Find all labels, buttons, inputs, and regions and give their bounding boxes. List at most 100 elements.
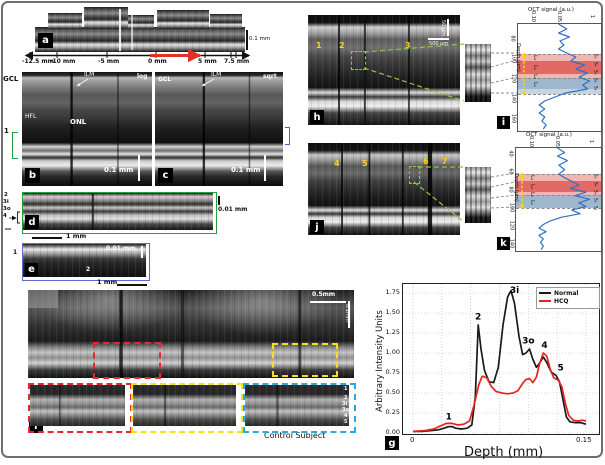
panel-a-oct-strip	[128, 15, 154, 29]
panel-f-blue-inset-control	[243, 383, 356, 433]
panel-f-vscale-label: 0.1mm	[344, 304, 350, 322]
panel-f-yellow-inset	[131, 383, 243, 433]
panel-k-yellow-arrowhead-up	[519, 172, 525, 177]
panel-f-caption: Control Subject	[264, 431, 326, 440]
panel-b-mode-label: log	[137, 73, 148, 80]
panel-c-oct-image	[155, 72, 283, 186]
panel-i-yellow-arrowhead-down	[521, 91, 527, 96]
panel-k-layer-label: L₄	[528, 175, 535, 180]
panel-f-red-roi-box	[93, 342, 161, 379]
panel-c-gcl-label: GCL	[158, 76, 172, 83]
panel-a-oct-montage-base	[35, 27, 245, 52]
panel-k-signal-tick: 1	[588, 139, 595, 144]
panel-i-dash-line	[518, 78, 601, 79]
panel-e-blue-frame	[22, 243, 150, 281]
panel-a-oct-strip	[157, 10, 209, 29]
panel-i-signal-tick: 0.10	[530, 10, 537, 23]
panel-k-band-blue	[516, 195, 601, 208]
panel-c-blue-bracket	[285, 127, 290, 145]
panel-c-scale-bar	[264, 155, 266, 181]
panel-e-tag: e	[25, 263, 38, 276]
legend-label-normal: Normal	[554, 289, 579, 297]
panel-e-hscale-label: 1 mm	[97, 278, 118, 286]
panel-f-hscale-bar	[310, 301, 346, 303]
panel-h-hscale-bar	[428, 38, 449, 40]
panel-i-title: OCT signal (a.u.)	[528, 7, 574, 13]
panel-g-xtick: 0.15	[576, 436, 592, 444]
panel-d-oct-image	[23, 193, 213, 230]
panel-d-layer-label: 4	[3, 213, 7, 219]
panel-g-ytick: 1.50	[385, 307, 400, 316]
panel-i-dash-line	[518, 54, 601, 55]
panel-a-oct-strip	[48, 13, 82, 29]
panel-h-green-roi-box	[351, 51, 366, 70]
svg-text:3i: 3i	[510, 286, 519, 296]
panel-k-depth-tick: 40	[507, 150, 514, 157]
panel-i-dash-line	[518, 94, 601, 95]
panel-g-legend: Normal HCQ	[536, 287, 600, 309]
panel-f-oct-image	[28, 290, 354, 378]
panel-b-scale-bar	[138, 155, 140, 181]
svg-text:3o: 3o	[522, 336, 534, 346]
panel-i-depth-tick: 140	[510, 93, 517, 104]
legend-row-hcq: HCQ	[539, 297, 597, 305]
panel-d-layer-label: 3i	[3, 199, 9, 205]
panel-a-oct-strip	[210, 14, 242, 29]
panel-h-number: 1	[316, 41, 322, 50]
ruler-tick-label: 5 mm	[198, 58, 217, 65]
panel-d-hscale-label: 1 mm	[66, 232, 87, 240]
panel-i-band-blue	[518, 78, 601, 89]
panel-i-depth-tick: 80	[509, 35, 516, 42]
panel-k-depth-tick: 100	[508, 202, 515, 213]
panel-g-ytick: 0.50	[385, 387, 400, 396]
panel-f-red-inset-image	[30, 385, 125, 426]
panel-h-vscale-label: 50 µm	[440, 20, 446, 37]
panel-j-number: 4	[334, 159, 340, 168]
panel-k-signal-tick: 0.05	[554, 135, 561, 148]
panel-f-band-label: 5	[344, 419, 348, 425]
panel-f-band-label: 2	[344, 395, 348, 401]
panel-e-oct-image	[23, 244, 146, 277]
panel-j-number: 6	[423, 157, 429, 166]
svg-text:4: 4	[541, 341, 547, 351]
panel-i-side-label: S₃	[592, 69, 598, 75]
panel-c-mode-label: sqrt	[263, 73, 277, 80]
legend-label-hcq: HCQ	[554, 297, 569, 305]
panel-h-number: 3	[405, 41, 411, 50]
panel-k-plot: L₄ L₃ L₂ L₁ S₅ S₄ S₃ S₂ S₁	[515, 147, 602, 252]
panel-j-tag: j	[310, 220, 324, 234]
panel-j-number: 5	[362, 159, 368, 168]
panel-k-band-red	[516, 181, 601, 192]
panel-g-xlabel: Depth (mm)	[464, 445, 544, 460]
panel-i-depth-tick: 120	[510, 73, 517, 84]
panel-i-side-label: S₅	[592, 53, 598, 59]
panel-f-corner-artifact	[28, 290, 58, 308]
panel-j-number: 7	[442, 157, 448, 166]
panel-k-dash-line	[516, 195, 601, 196]
panel-k-side-label: S₄	[592, 181, 598, 187]
panel-k-dash-line	[516, 208, 601, 209]
legend-swatch-normal	[539, 292, 551, 294]
panel-d-hscale-line	[32, 237, 62, 239]
panel-f-band-label: 4	[344, 413, 348, 419]
panel-k-curve-svg	[519, 148, 591, 251]
panel-i-side-label: S₁	[592, 85, 598, 91]
panel-d-tag: d	[25, 215, 39, 229]
panel-h-tag: h	[310, 110, 324, 124]
panel-k-side-label: S₁	[592, 205, 598, 211]
ruler-tick-label: -10 mm	[50, 58, 76, 65]
legend-swatch-hcq	[539, 300, 551, 302]
panel-f-yellow-roi-box	[272, 343, 338, 377]
panel-b-onl-label: ONL	[70, 118, 87, 126]
panel-d-layer-label: 2	[4, 192, 8, 198]
panel-g-ytick: 0.75	[385, 367, 400, 376]
panel-e-scale-bar	[141, 246, 143, 258]
panel-e-layer-label: 1	[13, 249, 18, 256]
panel-i-depth-tick: 100	[510, 53, 517, 64]
panel-f-yellow-inset-image	[133, 385, 236, 426]
panel-b-hfl-label: HFL	[25, 113, 37, 120]
legend-row-normal: Normal	[539, 289, 597, 297]
panel-i-side-label: S₄	[592, 61, 598, 67]
panel-b-green-bracket	[12, 132, 18, 159]
